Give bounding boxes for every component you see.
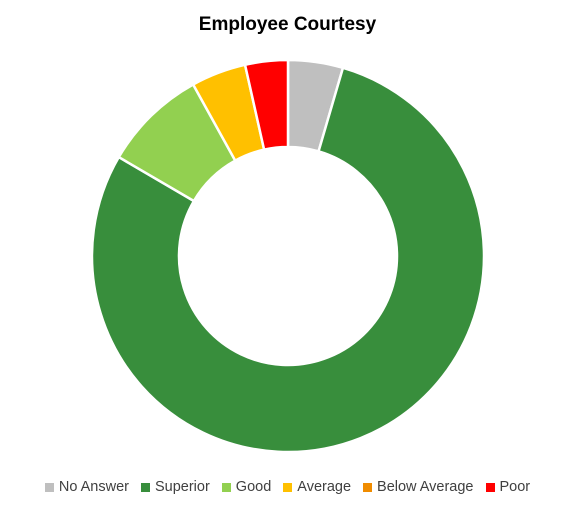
- slice-superior: [90, 66, 486, 454]
- donut-chart: [90, 58, 486, 454]
- legend-swatch: [140, 482, 150, 492]
- legend-label: Average: [297, 479, 352, 495]
- legend-label: Poor: [499, 479, 531, 495]
- legend-label: Superior: [154, 479, 210, 495]
- legend-label: Good: [235, 479, 272, 495]
- legend-label: Below Average: [377, 479, 474, 495]
- slice-poor: [243, 58, 290, 152]
- legend-swatch: [485, 482, 495, 492]
- legend-item-good: Good: [221, 479, 272, 495]
- legend-label: No Answer: [58, 479, 129, 495]
- legend-item-superior: Superior: [140, 479, 210, 495]
- legend-swatch: [44, 482, 54, 492]
- legend-swatch: [283, 482, 293, 492]
- chart-title: Employee Courtesy: [198, 14, 377, 35]
- legend-item-poor: Poor: [485, 479, 531, 495]
- legend-item-no-answer: No Answer: [44, 479, 129, 495]
- legend-swatch: [221, 482, 231, 492]
- legend: No Answer Superior Good Average Below Averag…: [0, 479, 575, 495]
- legend-item-average: Average: [283, 479, 351, 495]
- legend-item-below-average: Below Average: [363, 479, 474, 495]
- legend-swatch: [363, 482, 373, 492]
